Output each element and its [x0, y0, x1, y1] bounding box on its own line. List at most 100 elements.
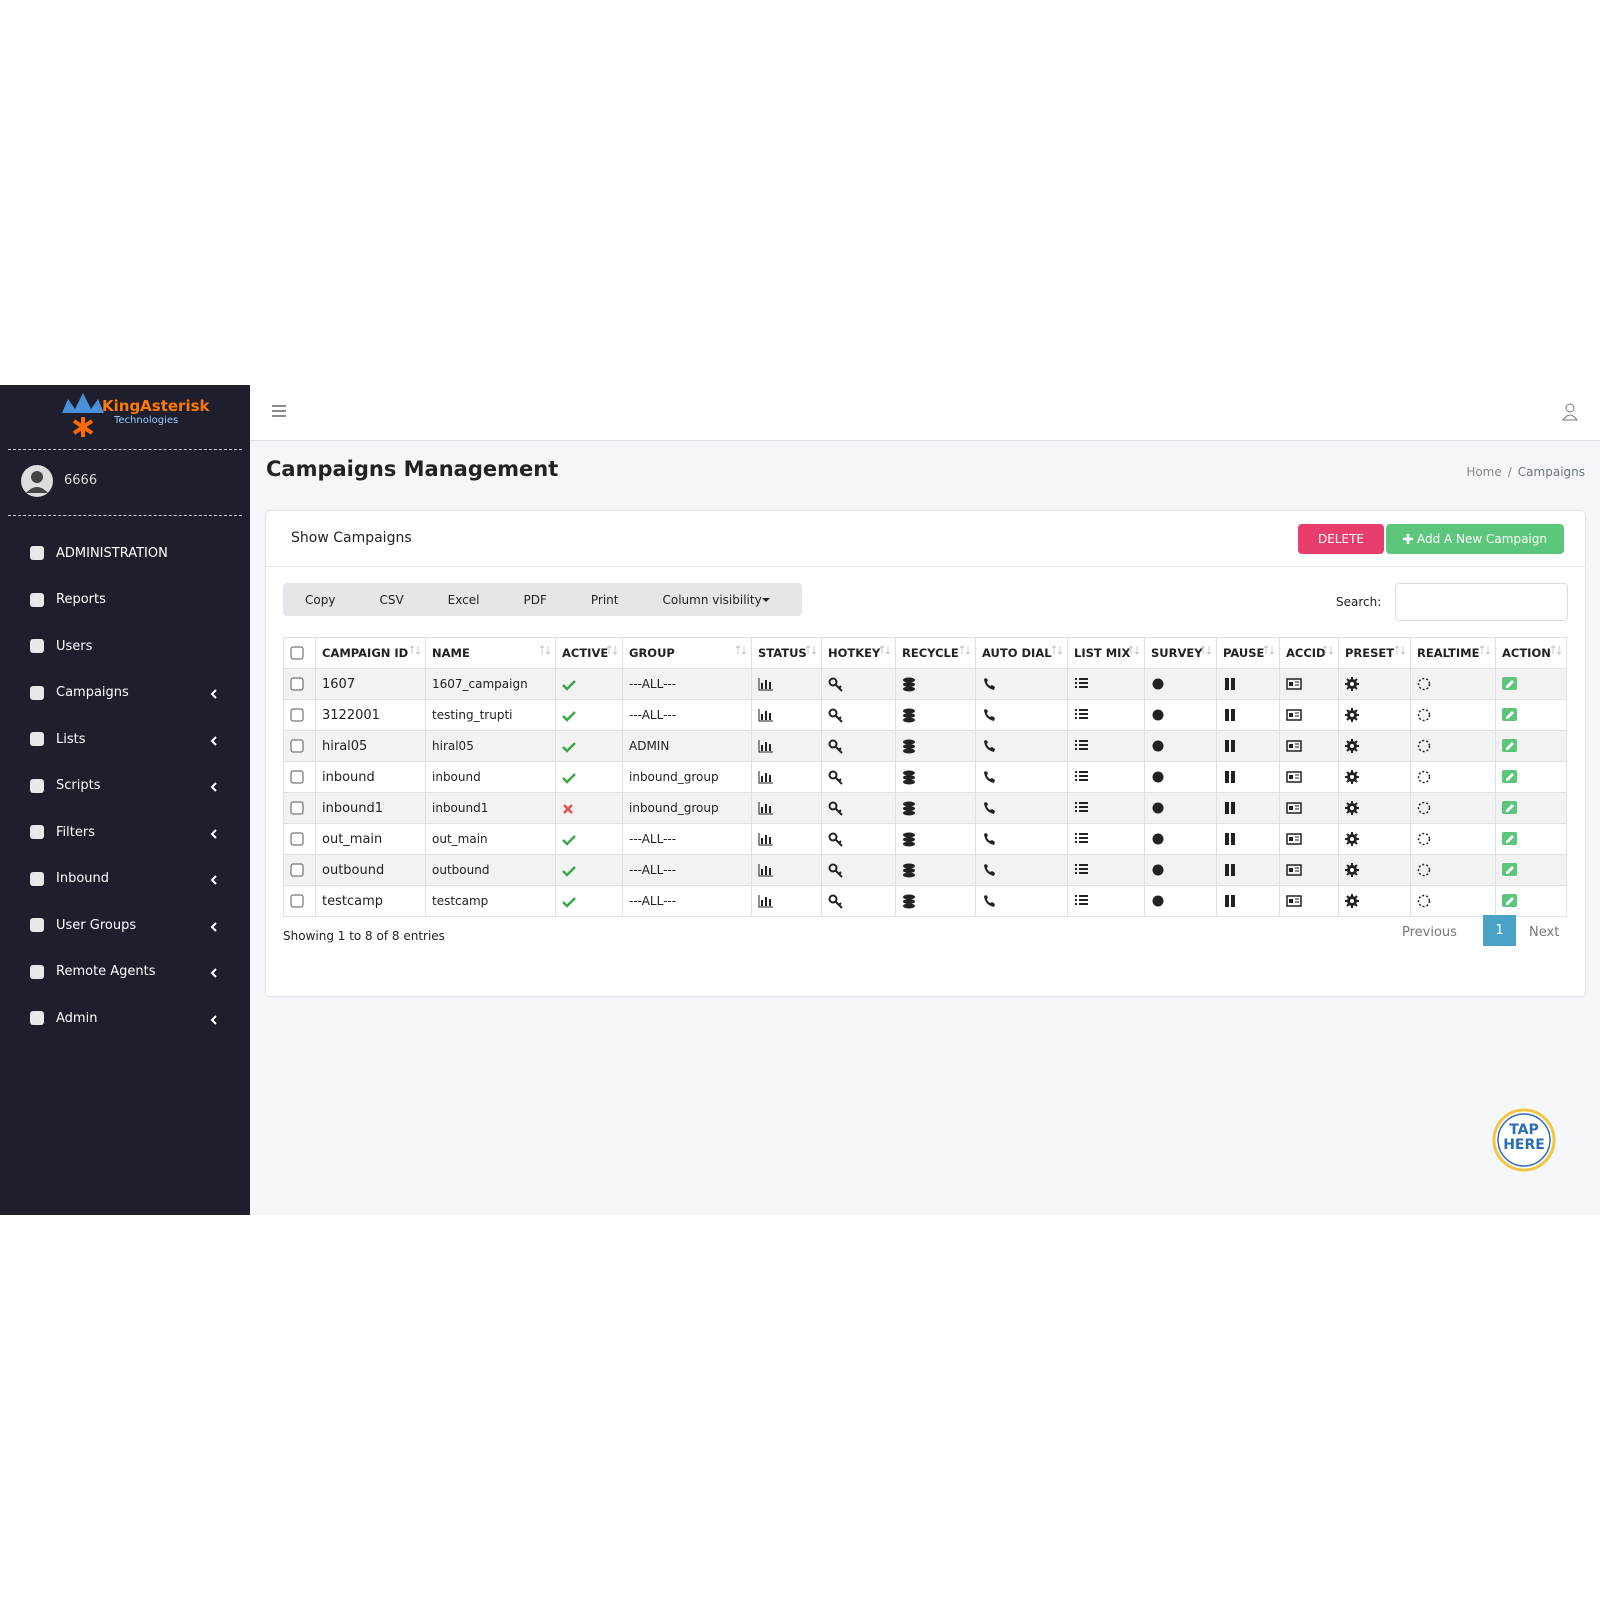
- menu-item[interactable]: Scripts: [28, 774, 228, 798]
- next-button[interactable]: Next: [1529, 925, 1560, 940]
- column-header[interactable]: PAUSE: [1216, 637, 1280, 669]
- add-button[interactable]: Add A New Campaign: [1386, 524, 1564, 554]
- preset-cell[interactable]: [1338, 668, 1411, 700]
- column-header[interactable]: GROUP: [622, 637, 752, 669]
- recycle-cell[interactable]: [895, 885, 976, 917]
- autodial-cell[interactable]: [975, 730, 1068, 762]
- status-cell[interactable]: [751, 854, 822, 886]
- accid-cell[interactable]: [1279, 823, 1339, 855]
- page-button[interactable]: 1: [1483, 915, 1516, 946]
- status-cell[interactable]: [751, 823, 822, 855]
- realtime-cell[interactable]: [1410, 699, 1496, 731]
- accid-cell[interactable]: [1279, 761, 1339, 793]
- column-header[interactable]: CAMPAIGN ID: [315, 637, 426, 669]
- realtime-cell[interactable]: [1410, 885, 1496, 917]
- status-cell[interactable]: [751, 761, 822, 793]
- pause-cell[interactable]: [1216, 854, 1280, 886]
- menu-item[interactable]: Remote Agents: [28, 960, 228, 984]
- preset-cell[interactable]: [1338, 761, 1411, 793]
- row-checkbox[interactable]: [283, 730, 316, 762]
- menu-item[interactable]: Inbound: [28, 867, 228, 891]
- hotkey-cell[interactable]: [821, 854, 896, 886]
- column-header[interactable]: NAME: [425, 637, 556, 669]
- tap-badge-shape[interactable]: [1492, 1108, 1556, 1172]
- accid-cell[interactable]: [1279, 668, 1339, 700]
- column-header[interactable]: ACCID: [1279, 637, 1339, 669]
- row-checkbox[interactable]: [283, 792, 316, 824]
- row-checkbox[interactable]: [283, 885, 316, 917]
- menu-item[interactable]: Lists: [28, 727, 228, 751]
- recycle-cell[interactable]: [895, 730, 976, 762]
- header-checkbox[interactable]: [283, 637, 316, 669]
- preset-cell[interactable]: [1338, 730, 1411, 762]
- column-header[interactable]: HOTKEY: [821, 637, 896, 669]
- pause-cell[interactable]: [1216, 699, 1280, 731]
- realtime-cell[interactable]: [1410, 730, 1496, 762]
- menu-item[interactable]: User Groups: [28, 913, 228, 937]
- listmix-cell[interactable]: [1067, 823, 1145, 855]
- column-header[interactable]: ACTIVE: [555, 637, 623, 669]
- tap-badge[interactable]: TAP HERE: [1492, 1123, 1556, 1153]
- survey-cell[interactable]: [1144, 668, 1217, 700]
- export-button[interactable]: Print: [590, 592, 619, 607]
- preset-cell[interactable]: [1338, 885, 1411, 917]
- autodial-cell[interactable]: [975, 668, 1068, 700]
- listmix-cell[interactable]: [1067, 854, 1145, 886]
- column-header[interactable]: SURVEY: [1144, 637, 1217, 669]
- survey-cell[interactable]: [1144, 699, 1217, 731]
- column-header[interactable]: PRESET: [1338, 637, 1411, 669]
- accid-cell[interactable]: [1279, 699, 1339, 731]
- survey-cell[interactable]: [1144, 854, 1217, 886]
- survey-cell[interactable]: [1144, 730, 1217, 762]
- status-cell[interactable]: [751, 885, 822, 917]
- export-button[interactable]: CSV: [379, 592, 404, 607]
- listmix-cell[interactable]: [1067, 730, 1145, 762]
- autodial-cell[interactable]: [975, 885, 1068, 917]
- prev-button[interactable]: Previous: [1402, 925, 1457, 940]
- survey-cell[interactable]: [1144, 885, 1217, 917]
- export-button[interactable]: Copy: [305, 592, 336, 607]
- accid-cell[interactable]: [1279, 854, 1339, 886]
- pause-cell[interactable]: [1216, 823, 1280, 855]
- status-cell[interactable]: [751, 730, 822, 762]
- breadcrumb-link[interactable]: Home: [1466, 465, 1502, 479]
- search-input[interactable]: [1395, 583, 1568, 621]
- pause-cell[interactable]: [1216, 761, 1280, 793]
- preset-cell[interactable]: [1338, 699, 1411, 731]
- pause-cell[interactable]: [1216, 792, 1280, 824]
- column-header[interactable]: ACTION: [1495, 637, 1567, 669]
- user-icon[interactable]: [1562, 403, 1578, 421]
- realtime-cell[interactable]: [1410, 823, 1496, 855]
- autodial-cell[interactable]: [975, 854, 1068, 886]
- export-button[interactable]: PDF: [523, 592, 547, 607]
- accid-cell[interactable]: [1279, 792, 1339, 824]
- row-checkbox[interactable]: [283, 823, 316, 855]
- preset-cell[interactable]: [1338, 823, 1411, 855]
- preset-cell[interactable]: [1338, 854, 1411, 886]
- autodial-cell[interactable]: [975, 823, 1068, 855]
- preset-cell[interactable]: [1338, 792, 1411, 824]
- action-cell[interactable]: [1495, 730, 1567, 762]
- recycle-cell[interactable]: [895, 792, 976, 824]
- row-checkbox[interactable]: [283, 699, 316, 731]
- listmix-cell[interactable]: [1067, 792, 1145, 824]
- hotkey-cell[interactable]: [821, 668, 896, 700]
- listmix-cell[interactable]: [1067, 885, 1145, 917]
- autodial-cell[interactable]: [975, 699, 1068, 731]
- action-cell[interactable]: [1495, 792, 1567, 824]
- recycle-cell[interactable]: [895, 668, 976, 700]
- menu-item[interactable]: ADMINISTRATION: [28, 541, 228, 565]
- autodial-cell[interactable]: [975, 792, 1068, 824]
- status-cell[interactable]: [751, 699, 822, 731]
- action-cell[interactable]: [1495, 761, 1567, 793]
- menu-item[interactable]: Reports: [28, 588, 228, 612]
- column-header[interactable]: AUTO DIAL: [975, 637, 1068, 669]
- accid-cell[interactable]: [1279, 885, 1339, 917]
- realtime-cell[interactable]: [1410, 761, 1496, 793]
- listmix-cell[interactable]: [1067, 761, 1145, 793]
- hotkey-cell[interactable]: [821, 761, 896, 793]
- action-cell[interactable]: [1495, 668, 1567, 700]
- pause-cell[interactable]: [1216, 885, 1280, 917]
- hamburger[interactable]: [272, 405, 286, 417]
- column-header[interactable]: REALTIME: [1410, 637, 1496, 669]
